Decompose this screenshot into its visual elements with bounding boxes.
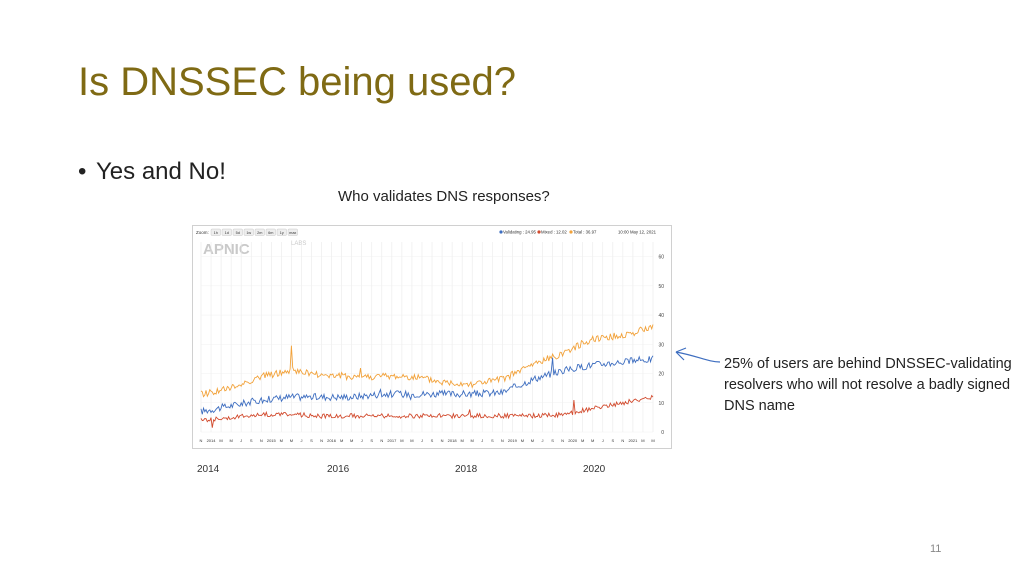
pointer-arrow-icon [675,347,721,363]
x-tick-label: M [229,438,232,443]
zoom-button-1h[interactable] [210,228,221,236]
x-tick-label: M [410,438,413,443]
y-tick-label: 10 [658,401,664,407]
x-tick-label: 2020 [568,438,578,443]
legend-swatch-total [569,230,573,234]
x-tick-label: M [521,438,524,443]
series-line-validating [200,355,654,415]
x-tick-label: 2017 [387,438,397,443]
chart-svg: APNIC LABS Zoom: 1h 1d 5d 1w 2m 6m 1y max Validatin… [196,228,664,443]
x-tick-label: N [621,438,624,443]
x-tick-label: J [240,438,242,443]
x-tick-label: M [471,438,474,443]
year-label-2016: 2016 [327,464,350,475]
x-tick-label: 2016 [327,438,337,443]
x-tick-label: J [361,438,363,443]
x-tick-label: 2019 [508,438,518,443]
year-label-2014: 2014 [197,464,220,475]
zoom-button-label: max [289,231,296,235]
x-tick-label: N [561,438,564,443]
x-tick-label: S [551,438,554,443]
zoom-button-label: 1w [246,231,251,235]
x-tick-label: M [280,438,283,443]
chart-caption: Who validates DNS responses? [338,188,550,205]
logo-sub-text: LABS [291,241,306,247]
legend-swatch-validating [499,230,503,234]
x-tick-label: N [441,438,444,443]
zoom-button-label: 1y [280,231,284,235]
zoom-button-5d[interactable] [232,228,243,236]
series-line-total [200,324,654,398]
x-tick-label: S [491,438,494,443]
zoom-button-max[interactable] [287,228,298,236]
y-tick-label: 40 [658,313,664,319]
x-tick-label: M [290,438,293,443]
zoom-button-1y[interactable] [276,228,287,236]
bullet-text: Yes and No! [96,158,226,185]
x-tick-label: S [250,438,253,443]
x-tick-label: 2018 [448,438,458,443]
x-tick-label: M [581,438,584,443]
x-tick-label: J [421,438,423,443]
x-tick-label: J [481,438,483,443]
series-line-mixed [200,394,654,428]
annotation-text: 25% of users are behind DNSSEC-validatin… [724,356,1012,414]
legend-label-mixed: Mixed : 12.02 [541,230,567,235]
zoom-button-label: 6m [268,231,273,235]
x-tick-label: J [542,438,544,443]
x-tick-label: 2014 [207,438,217,443]
x-tick-label: M [340,438,343,443]
x-tick-label: S [431,438,434,443]
y-tick-label: 60 [658,255,664,261]
bullet-dot-icon: • [78,158,87,185]
y-tick-label: 20 [658,372,664,378]
year-label-2018: 2018 [455,464,478,475]
chart-frame: APNIC LABS Zoom: 1h 1d 5d 1w 2m 6m 1y max Validatin… [192,225,672,449]
zoom-label: Zoom: [196,230,209,235]
logo-text: APNIC [203,241,250,258]
x-tick-label: S [611,438,614,443]
x-tick-label: M [400,438,403,443]
x-tick-label: N [501,438,504,443]
x-tick-label: M [531,438,534,443]
zoom-button-label: 5d [236,231,240,235]
x-tick-label: M [460,438,463,443]
y-tick-label: 30 [658,342,664,348]
x-tick-label: J [602,438,604,443]
legend-label-total: Total : 36.97 [573,230,597,235]
zoom-button-label: 1d [225,231,229,235]
legend-label-validating: Validating : 24.95 [503,230,536,235]
x-tick-label: N [260,438,263,443]
bullet-item: • Yes and No! [78,158,226,186]
zoom-button-1d[interactable] [221,228,232,236]
x-tick-label: N [200,438,203,443]
x-tick-label: N [320,438,323,443]
x-tick-label: S [370,438,373,443]
zoom-button-label: 2m [257,231,262,235]
x-tick-label: S [310,438,313,443]
y-tick-label: 0 [661,430,664,436]
legend-date: 10:00 May 12, 2021 [618,230,657,235]
x-tick-label: J [300,438,302,443]
x-tick-label: M [350,438,353,443]
x-tick-label: M [651,438,654,443]
y-tick-label: 50 [658,284,664,290]
legend-swatch-mixed [537,230,541,234]
x-tick-label: N [380,438,383,443]
x-tick-label: 2021 [628,438,638,443]
zoom-button-1w[interactable] [243,228,254,236]
zoom-button-label: 1h [214,231,218,235]
zoom-button-2m[interactable] [254,228,265,236]
zoom-button-6m[interactable] [265,228,276,236]
x-tick-label: M [219,438,222,443]
year-label-2020: 2020 [583,464,606,475]
x-tick-label: M [591,438,594,443]
x-tick-label: M [641,438,644,443]
x-tick-label: 2015 [267,438,277,443]
slide-title: Is DNSSEC being used? [78,60,517,104]
page-number: 11 [930,543,942,555]
